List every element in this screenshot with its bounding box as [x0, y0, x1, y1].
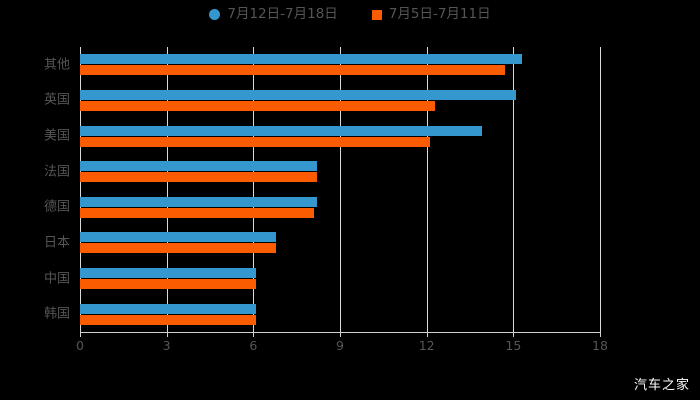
plot-area [80, 47, 601, 332]
x-tick-mark-6 [253, 332, 255, 337]
legend-label-series-0: 7月12日-7月18日 [227, 6, 338, 22]
y-axis-label: 英国 [43, 92, 70, 108]
x-tick-mark-18 [600, 332, 601, 337]
bar[interactable] [80, 268, 257, 279]
gridline-18 [600, 47, 601, 332]
bar[interactable] [80, 125, 482, 136]
y-axis-label: 法国 [43, 164, 70, 180]
x-tick-label: 0 [76, 338, 84, 353]
bar[interactable] [80, 243, 277, 254]
x-tick-label: 12 [418, 338, 435, 353]
y-axis-category-labels: 其他英国美国法国德国日本中国韩国 [0, 47, 70, 332]
y-axis-label: 德国 [43, 199, 70, 215]
x-tick-mark-12 [426, 332, 428, 337]
bar[interactable] [80, 279, 257, 290]
x-tick-mark-3 [166, 332, 168, 337]
gridline-6 [253, 47, 255, 332]
gridline-0 [80, 47, 81, 332]
y-axis-label: 中国 [43, 271, 70, 287]
x-tick-label: 15 [505, 338, 522, 353]
bar[interactable] [80, 136, 430, 147]
bar[interactable] [80, 172, 317, 183]
gridline-3 [166, 47, 168, 332]
bar[interactable] [80, 100, 436, 111]
x-tick-mark-15 [513, 332, 515, 337]
x-tick-label: 18 [592, 338, 608, 353]
chart-legend: 7月12日-7月18日 7月5日-7月11日 [0, 6, 700, 22]
bar[interactable] [80, 196, 317, 207]
gridline-12 [426, 47, 428, 332]
y-axis-label: 其他 [43, 57, 70, 73]
y-axis-label: 日本 [43, 235, 70, 251]
y-axis-label: 韩国 [43, 306, 70, 322]
x-tick-label: 9 [336, 338, 344, 353]
bar[interactable] [80, 89, 517, 100]
x-tick-label: 6 [249, 338, 258, 353]
bar[interactable] [80, 207, 314, 218]
legend-item-series-0[interactable]: 7月12日-7月18日 [209, 6, 338, 22]
bar[interactable] [80, 303, 257, 314]
x-tick-label: 3 [162, 338, 171, 353]
bar[interactable] [80, 54, 522, 65]
legend-square-orange-icon [371, 9, 382, 20]
bar[interactable] [80, 161, 317, 172]
gridline-9 [340, 47, 341, 332]
bar[interactable] [80, 232, 277, 243]
legend-item-series-1[interactable]: 7月5日-7月11日 [371, 6, 491, 22]
bar[interactable] [80, 65, 505, 76]
watermark: 汽车之家 [633, 378, 690, 393]
legend-label-series-1: 7月5日-7月11日 [388, 6, 491, 22]
y-axis-label: 美国 [43, 128, 70, 144]
gridline-15 [513, 47, 515, 332]
legend-dot-blue-icon [209, 9, 221, 21]
bar[interactable] [80, 314, 257, 325]
x-tick-mark-9 [340, 332, 341, 337]
x-tick-mark-0 [80, 332, 81, 337]
x-axis-tick-labels: 0 3 6 9 12 15 18 [0, 338, 700, 360]
